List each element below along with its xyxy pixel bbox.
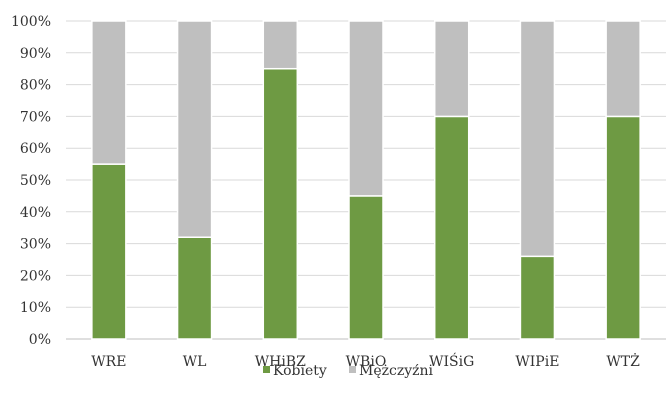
legend-swatch [263,366,270,373]
x-tick-label: WTŻ [606,352,640,370]
x-tick-label: WIPiE [515,354,559,370]
y-tick-label: 90% [20,46,51,62]
bar-segment-kobiety [91,163,127,340]
y-tick-label: 40% [20,205,51,221]
bar-segment-mezczyzni [176,20,213,238]
y-tick-label: 0% [29,332,51,348]
x-tick-label: WL [183,354,207,370]
legend-label: Kobiety [273,363,327,379]
y-tick-label: 70% [20,109,51,125]
bar-segment-kobiety [348,195,384,340]
x-tick-label: WIŚiG [429,352,474,370]
bar-segment-kobiety [519,255,556,340]
bar-segment-kobiety [176,236,213,340]
bar-segment-mezczyzni [91,20,127,165]
y-tick-label: 60% [20,141,51,157]
y-tick-label: 20% [20,268,51,284]
bar-segment-kobiety [433,115,470,340]
y-tick-label: 50% [20,173,51,189]
bar-segment-mezczyzni [605,20,641,118]
y-tick-label: 100% [11,14,51,30]
bar-segment-mezczyzni [348,20,384,197]
legend-label: Mężczyźni [359,363,434,379]
legend-swatch [349,366,356,373]
legend: Kobiety Mężczyźni [263,363,434,379]
bar-segment-mezczyzni [519,20,556,258]
y-tick-label: 80% [20,78,51,94]
bars [91,20,641,340]
bar-segment-mezczyzni [433,20,470,118]
y-tick-label: 10% [20,300,51,316]
x-tick-label: WRE [91,354,126,370]
bar-segment-kobiety [262,67,299,340]
y-tick-label: 30% [20,237,51,253]
bar-segment-mezczyzni [262,20,299,70]
bar-segment-kobiety [605,115,641,340]
